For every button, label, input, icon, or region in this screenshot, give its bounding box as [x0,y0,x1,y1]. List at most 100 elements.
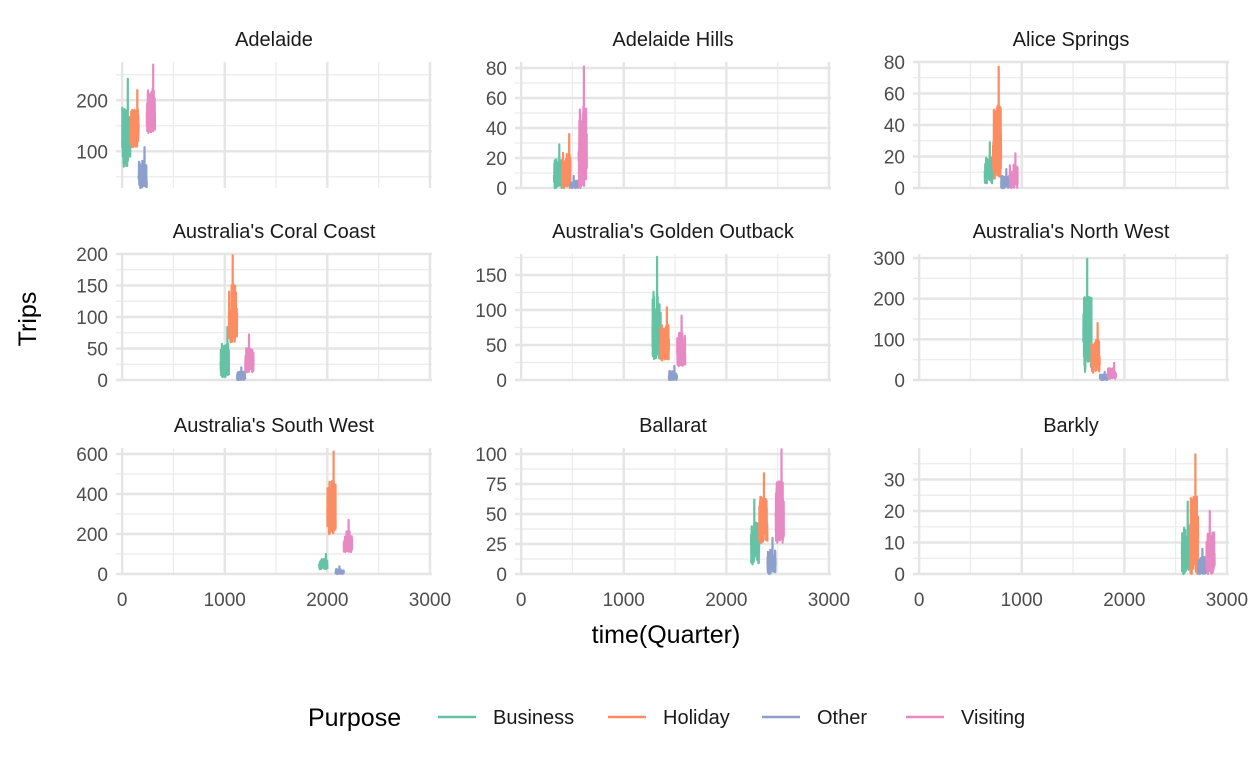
x-tick-label: 0 [516,590,527,611]
x-tick-label: 1000 [603,590,645,611]
series-line-other [569,174,580,190]
x-tick-label: 1000 [204,590,246,611]
panel-title: Australia's South West [174,415,375,437]
series-line-visiting [342,518,354,554]
x-tick-label: 3000 [1206,590,1248,611]
panel-3: Alice Springs 0 20 40 60 80 [884,29,1229,200]
series-line-business [552,143,564,190]
y-axis-title: Trips [14,292,42,347]
y-tick-label: 50 [486,336,507,357]
x-tick-label: 2000 [705,590,747,611]
x-tick-label: 3000 [409,590,451,611]
y-tick-label: 200 [76,525,108,546]
y-tick-label: 200 [76,91,108,112]
y-tick-label: 150 [76,277,108,298]
panel-title: Ballarat [639,415,707,437]
series-line-other [334,565,345,576]
series-line-other [236,366,247,382]
y-tick-label: 0 [496,371,507,392]
series-line-holiday [129,88,140,149]
gridlines [913,448,1229,576]
series-line-other [766,536,777,576]
y-tick-label: 50 [486,505,507,526]
series-line-visiting [1008,152,1019,190]
y-tick-label: 50 [87,340,108,361]
gridlines [116,448,432,576]
gridlines [913,254,1229,382]
series-line-visiting [145,63,157,134]
series-line-holiday [991,65,1003,180]
y-tick-label: 25 [486,535,507,556]
series-line-holiday [659,306,670,362]
y-tick-label: 300 [873,249,905,270]
series-line-business [121,77,132,168]
legend-item-visiting: Visiting [906,707,1025,729]
y-tick-label: 600 [76,445,108,466]
series-line-business [1180,500,1192,576]
series-line-holiday [561,132,572,190]
x-axis-title: time(Quarter) [592,621,741,649]
y-tick-label: 0 [97,565,108,586]
y-tick-label: 40 [486,119,507,140]
y-tick-label: 75 [486,475,507,496]
x-tick-label: 1000 [1001,590,1043,611]
series-line-visiting [1205,509,1216,576]
y-tick-label: 20 [486,149,507,170]
series-line-visiting [774,448,785,544]
legend-item-business: Business [438,707,574,729]
series-line-business [1082,257,1093,373]
y-tick-label: 0 [894,179,905,200]
y-tick-label: 0 [97,371,108,392]
panel-4: Australia's Coral Coast 0 50 100 150 200 [76,221,432,392]
y-tick-label: 60 [884,85,905,106]
series-line-business [983,141,995,185]
panel-title: Barkly [1043,415,1099,437]
series-line-business [651,255,662,361]
x-tick-label: 3000 [808,590,850,611]
panel-title: Australia's North West [973,221,1170,243]
y-tick-label: 0 [894,565,905,586]
series-line-business [219,326,230,378]
series-line-business [749,498,761,566]
y-tick-label: 200 [76,245,108,266]
y-tick-label: 80 [884,53,905,74]
y-tick-label: 0 [496,179,507,200]
gridlines [515,62,831,190]
panel-9: Barkly 0 10 20 30 0 1000 2000 3000 [884,415,1248,611]
gridlines [116,62,432,188]
legend-item-holiday: Holiday [608,707,730,729]
series-line-business [318,552,329,571]
series-line-other [667,364,679,382]
y-tick-label: 100 [475,301,507,322]
series-line-other [1000,168,1011,190]
y-tick-label: 100 [76,142,108,163]
panel-title: Adelaide Hills [612,29,733,51]
legend-label: Visiting [961,707,1025,729]
series-line-holiday [1090,322,1101,374]
x-tick-label: 0 [914,590,925,611]
series-line-holiday [758,472,769,544]
series-line-other [137,146,148,190]
y-tick-label: 20 [884,148,905,169]
y-tick-label: 200 [873,290,905,311]
x-tick-label: 2000 [1103,590,1145,611]
panel-1: Adelaide 100 200 [76,29,432,190]
y-tick-label: 100 [873,330,905,351]
series-line-holiday [1188,453,1200,576]
panel-title: Australia's Coral Coast [173,221,376,243]
panel-2: Adelaide Hills 0 20 40 60 80 [486,29,831,200]
legend-item-other: Other [762,707,867,729]
gridlines [515,254,831,382]
series-line-holiday [326,450,337,536]
y-tick-label: 20 [884,502,905,523]
y-tick-label: 60 [486,89,507,110]
y-tick-label: 0 [894,371,905,392]
panel-5: Australia's Golden Outback 0 50 100 150 [475,221,831,392]
y-tick-label: 10 [884,534,905,555]
legend-label: Holiday [663,707,730,729]
series-line-visiting [676,314,687,368]
y-tick-label: 150 [475,266,507,287]
y-tick-label: 30 [884,471,905,492]
